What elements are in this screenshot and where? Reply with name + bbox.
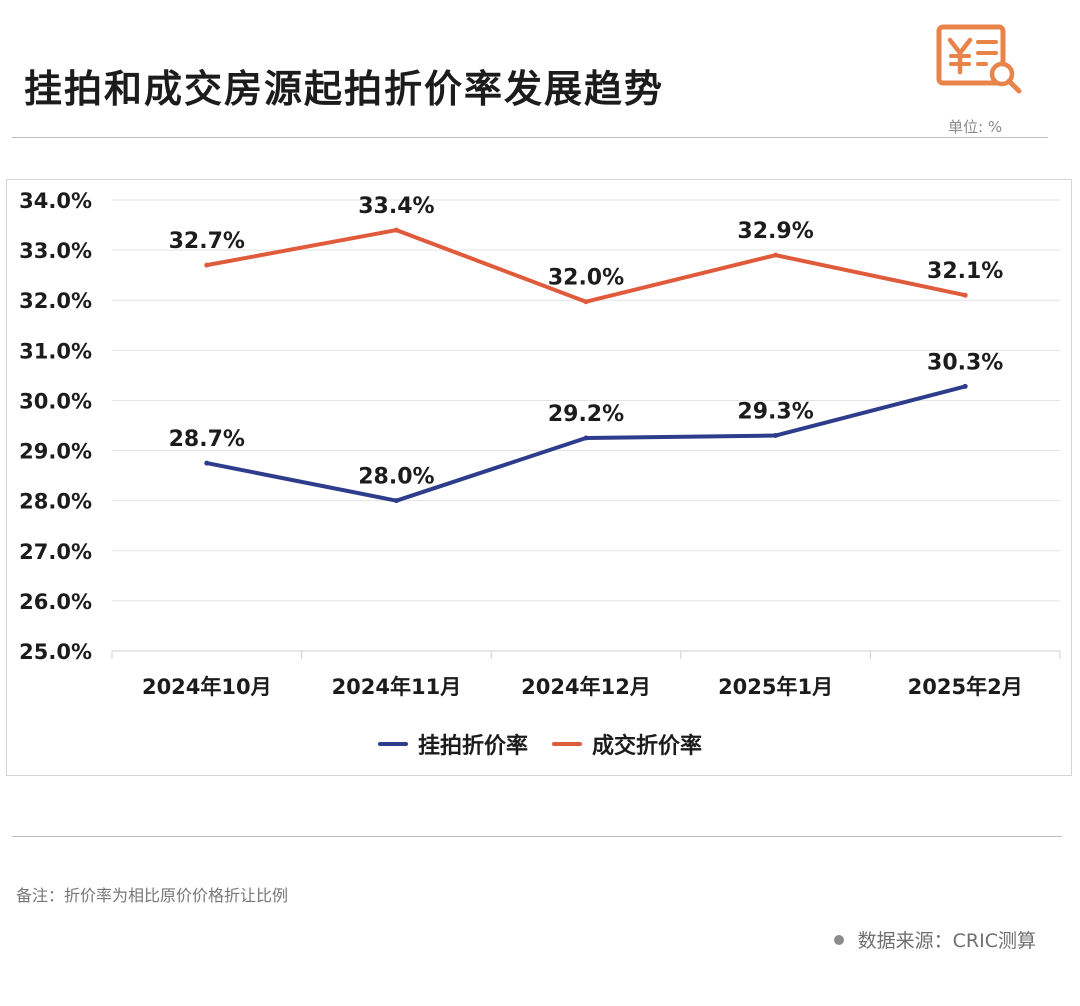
y-tick-label: 26.0% xyxy=(19,590,92,614)
data-label: 28.7% xyxy=(169,427,245,452)
x-tick-label: 2024年11月 xyxy=(332,675,462,699)
yuan-document-search-icon xyxy=(936,24,1022,94)
data-source: 数据来源：CRIC测算 xyxy=(833,926,1036,953)
y-tick-label: 28.0% xyxy=(19,490,92,514)
data-source-label: 数据来源：CRIC测算 xyxy=(857,930,1036,952)
data-label: 28.0% xyxy=(358,465,434,490)
data-point xyxy=(583,435,589,441)
x-tick-label: 2024年12月 xyxy=(521,675,651,699)
data-point xyxy=(204,460,210,466)
x-tick-label: 2024年10月 xyxy=(142,675,272,699)
x-tick-label: 2025年2月 xyxy=(908,675,1023,699)
legend-label-transaction: 成交折价率 xyxy=(592,734,703,759)
y-tick-label: 33.0% xyxy=(19,239,92,263)
data-label: 30.3% xyxy=(927,350,1003,375)
chart-legend: 挂拍折价率 成交折价率 xyxy=(0,724,1080,764)
legend-item-listing: 挂拍折价率 xyxy=(377,728,528,760)
chart-frame xyxy=(6,179,1072,776)
data-point xyxy=(393,498,399,504)
data-label: 29.3% xyxy=(737,400,813,425)
y-tick-label: 29.0% xyxy=(19,440,92,464)
header-divider xyxy=(12,137,1048,138)
data-label: 32.1% xyxy=(927,259,1003,284)
data-point xyxy=(583,299,589,305)
bullet-icon xyxy=(833,934,844,945)
data-point xyxy=(962,383,968,389)
chart-title: 挂拍和成交房源起拍折价率发展趋势 xyxy=(24,67,665,111)
data-label: 32.9% xyxy=(737,219,813,244)
data-label: 29.2% xyxy=(548,402,624,427)
y-tick-label: 25.0% xyxy=(19,640,92,664)
data-label: 32.7% xyxy=(169,229,245,254)
y-tick-label: 31.0% xyxy=(19,339,92,363)
legend-swatch-listing xyxy=(377,742,408,746)
data-point xyxy=(773,252,779,258)
line-chart: 25.0% 26.0% 27.0% 28.0% 29.0% 30.0% 31.0% 32.0%… xyxy=(19,189,1061,699)
y-tick-label: 27.0% xyxy=(19,540,92,564)
y-tick-label: 30.0% xyxy=(19,389,92,413)
data-point xyxy=(204,262,210,268)
y-tick-label: 34.0% xyxy=(19,189,92,213)
data-point xyxy=(393,227,399,233)
y-tick-label: 32.0% xyxy=(19,289,92,313)
data-point xyxy=(962,292,968,298)
footer-divider xyxy=(12,836,1062,837)
data-label: 33.4% xyxy=(358,194,434,219)
legend-swatch-transaction xyxy=(552,742,582,746)
legend-item-transaction: 成交折价率 xyxy=(552,728,702,760)
data-point xyxy=(773,433,779,439)
legend-label-listing: 挂拍折价率 xyxy=(417,734,528,759)
unit-label: 单位: % xyxy=(948,118,1003,136)
footnote: 备注：折价率为相比原价价格折让比例 xyxy=(16,886,289,905)
data-label: 32.0% xyxy=(548,266,624,291)
x-tick-label: 2025年1月 xyxy=(718,675,833,699)
